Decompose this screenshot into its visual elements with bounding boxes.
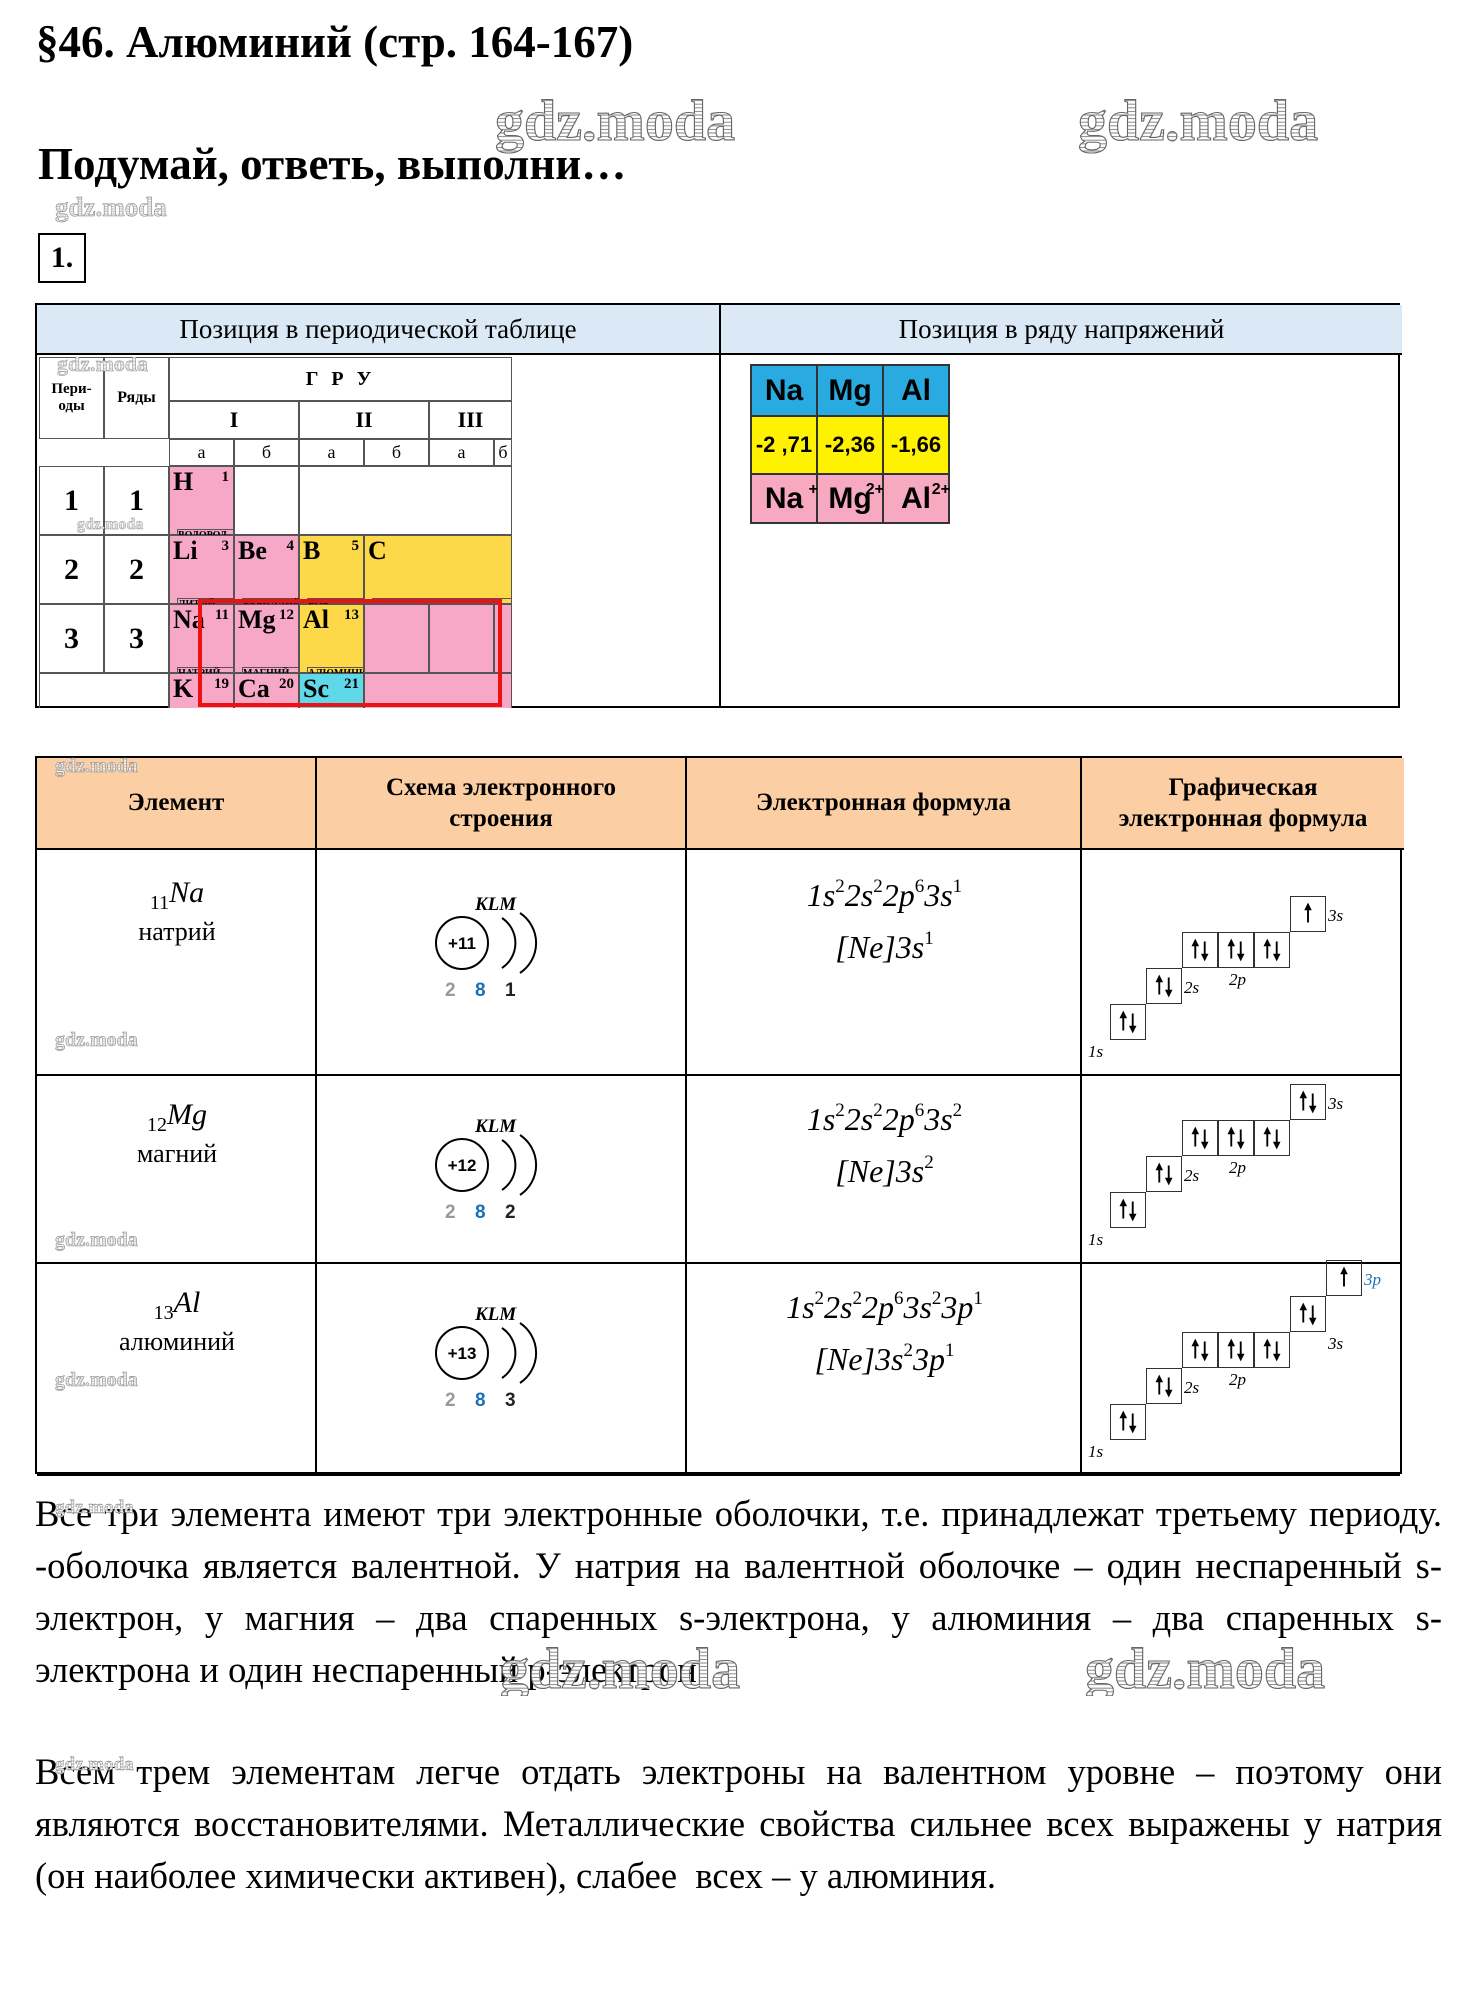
svg-text:gdz.moda: gdz.moda bbox=[55, 1754, 134, 1775]
svg-text:gdz.moda: gdz.moda bbox=[55, 1229, 138, 1251]
svg-text:KLM: KLM bbox=[474, 1304, 517, 1325]
svg-text:8: 8 bbox=[475, 1202, 486, 1223]
svg-text:1: 1 bbox=[505, 980, 516, 1001]
svg-text:gdz.moda: gdz.moda bbox=[55, 192, 167, 222]
svg-text:gdz.moda: gdz.moda bbox=[1078, 88, 1318, 153]
svg-text:gdz.moda: gdz.moda bbox=[500, 1636, 740, 1696]
svg-text:gdz.moda: gdz.moda bbox=[495, 88, 735, 153]
svg-text:gdz.moda: gdz.moda bbox=[55, 1029, 138, 1051]
svg-text:gdz.moda: gdz.moda bbox=[55, 1497, 134, 1518]
svg-text:+13: +13 bbox=[447, 1344, 476, 1363]
svg-text:2: 2 bbox=[505, 1202, 516, 1223]
svg-text:8: 8 bbox=[475, 980, 486, 1001]
svg-text:8: 8 bbox=[475, 1390, 486, 1411]
svg-text:+12: +12 bbox=[447, 1156, 476, 1175]
svg-text:2: 2 bbox=[445, 1202, 456, 1223]
svg-text:2: 2 bbox=[445, 1390, 456, 1411]
svg-text:gdz.moda: gdz.moda bbox=[55, 755, 138, 777]
svg-text:2: 2 bbox=[445, 980, 456, 1001]
svg-text:KLM: KLM bbox=[474, 894, 517, 915]
svg-text:gdz.moda: gdz.moda bbox=[57, 357, 148, 376]
svg-text:KLM: KLM bbox=[474, 1116, 517, 1137]
svg-text:+11: +11 bbox=[448, 934, 476, 953]
svg-text:gdz.moda: gdz.moda bbox=[55, 1369, 138, 1391]
svg-text:3: 3 bbox=[505, 1390, 516, 1411]
svg-text:gdz.moda: gdz.moda bbox=[1085, 1636, 1325, 1696]
svg-text:gdz.moda: gdz.moda bbox=[77, 516, 143, 533]
